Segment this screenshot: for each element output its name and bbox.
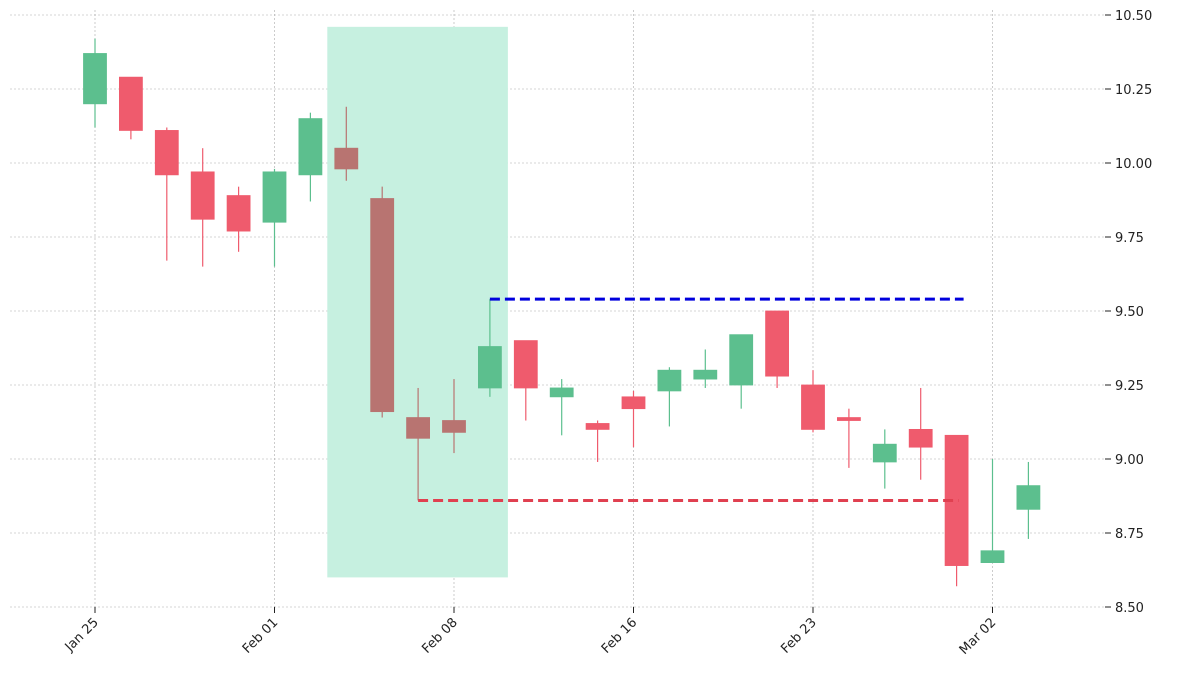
candle-body <box>154 130 179 176</box>
candle <box>477 299 502 397</box>
y-tick-label: 10.00 <box>1115 157 1152 172</box>
y-tick-label: 9.50 <box>1115 305 1144 320</box>
x-tick-label: Feb 08 <box>419 615 461 657</box>
candle-body <box>765 310 789 377</box>
candle <box>119 76 143 140</box>
candle <box>370 186 395 418</box>
candle <box>298 112 323 202</box>
candle-body <box>226 195 251 232</box>
x-tick-label: Feb 01 <box>240 615 282 657</box>
y-tick-label: 10.50 <box>1115 9 1152 24</box>
candle-body <box>908 428 933 448</box>
candle-body <box>119 76 143 131</box>
candle-body <box>406 417 431 439</box>
candle <box>83 38 107 128</box>
candle <box>406 387 431 501</box>
candle <box>513 340 538 421</box>
candle-body <box>837 417 861 421</box>
candle-body <box>334 147 359 170</box>
candle <box>442 379 466 454</box>
candle <box>980 459 1005 564</box>
candle <box>801 370 825 433</box>
candle-body <box>83 53 107 105</box>
candle <box>908 387 933 480</box>
candle <box>872 429 897 489</box>
x-tick-label: Feb 23 <box>778 615 820 657</box>
candle <box>657 367 682 427</box>
candle <box>765 310 789 388</box>
candle <box>154 127 179 261</box>
candle-layer <box>83 38 1041 587</box>
y-tick-label: 9.25 <box>1115 379 1144 394</box>
candle-body <box>513 340 538 389</box>
candle-body <box>549 387 574 398</box>
y-tick-label: 8.50 <box>1115 601 1144 616</box>
candle-body <box>477 346 502 389</box>
candle <box>549 379 574 436</box>
candle-body <box>729 334 754 386</box>
x-tick-label: Feb 16 <box>599 615 641 657</box>
candle-body <box>442 420 466 433</box>
candle-body <box>693 369 718 380</box>
candle <box>585 420 610 462</box>
candle-body <box>262 171 287 223</box>
y-tick-label: 9.00 <box>1115 453 1144 468</box>
y-tick-label: 8.75 <box>1115 527 1144 542</box>
candle-body <box>801 384 825 430</box>
candle <box>621 390 646 448</box>
x-tick-label: Jan 25 <box>62 615 102 655</box>
candle <box>693 349 718 388</box>
y-tick-label: 10.25 <box>1115 83 1152 98</box>
candle-body <box>872 443 897 463</box>
candle-body <box>585 423 610 430</box>
x-tick-label: Mar 02 <box>957 615 1000 658</box>
candle <box>729 334 754 409</box>
candle <box>226 186 251 252</box>
candle-body <box>298 118 323 176</box>
candle <box>837 408 861 468</box>
y-tick-label: 9.75 <box>1115 231 1144 246</box>
candle-body <box>621 396 646 410</box>
candle-body <box>980 550 1005 564</box>
candle <box>944 434 969 587</box>
candle-body <box>370 198 395 413</box>
grid-layer <box>10 10 1105 608</box>
candle <box>190 148 215 267</box>
candle-body <box>1016 485 1041 510</box>
candle <box>1016 461 1041 539</box>
candle-body <box>657 369 682 392</box>
candle <box>262 168 287 267</box>
candle <box>334 106 359 181</box>
candle-body <box>190 171 215 220</box>
level-line-layer <box>418 297 964 502</box>
